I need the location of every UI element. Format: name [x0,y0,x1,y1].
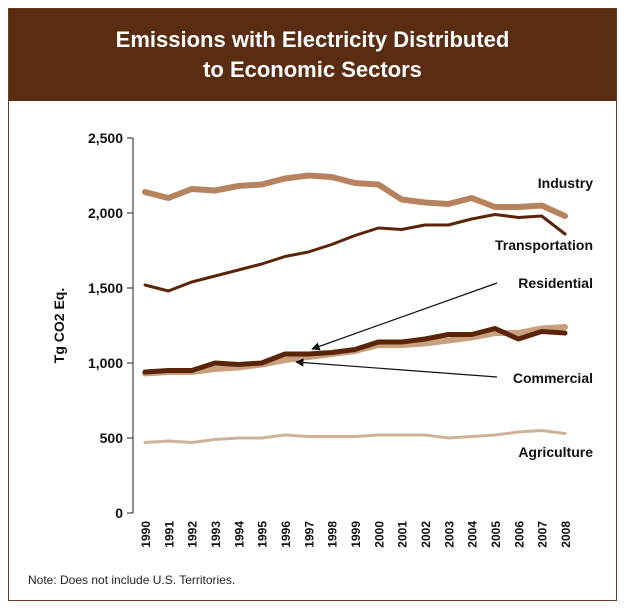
series-label-agriculture: Agriculture [518,444,593,460]
x-tick-label: 1997 [302,521,316,548]
chart-frame: Emissions with Electricity Distributed t… [8,8,617,601]
x-tick-label: 2002 [419,521,433,548]
y-tick-label: 500 [100,430,124,446]
x-tick-label: 1991 [162,521,176,548]
x-tick-label: 2007 [536,521,550,548]
series-line-residential [142,326,568,375]
x-tick-label: 2004 [466,521,480,548]
x-tick-label: 2003 [442,521,456,548]
x-tick-label: 2006 [512,521,526,548]
chart-title-line-1: Emissions with Electricity Distributed [115,27,510,52]
x-tick-label: 1999 [349,521,363,548]
x-tick-label: 2005 [489,521,503,548]
x-tick-label: 1995 [256,521,270,548]
series-label-transportation: Transportation [495,237,593,253]
y-tick-label: 1,000 [88,355,123,371]
x-tick-label: 1993 [209,521,223,548]
y-tick-label: 0 [115,505,123,521]
y-tick-label: 1,500 [88,280,123,296]
x-tick-label: 2001 [396,521,410,548]
footnote: Note: Does not include U.S. Territories. [28,573,236,587]
series-label-residential: Residential [518,275,593,291]
x-tick-label: 1996 [279,521,293,548]
y-tick-label: 2,500 [88,130,123,146]
x-tick-label: 1998 [326,521,340,548]
x-tick-label: 2008 [559,521,573,548]
x-tick-label: 2000 [372,521,386,548]
series-line-industry [142,172,568,219]
chart-title: Emissions with Electricity Distributed t… [9,9,616,101]
series-label-industry: Industry [538,175,593,191]
x-tick-label: 1992 [186,521,200,548]
y-axis-label: Tg CO2 Eq. [51,288,67,363]
series-line-transportation [143,213,567,293]
series-label-commercial: Commercial [513,370,593,386]
residential-arrow [311,282,498,351]
chart-title-line-2: to Economic Sectors [203,57,422,82]
x-tick-label: 1994 [232,521,246,548]
x-tick-label: 1990 [139,521,153,548]
y-tick-label: 2,000 [88,205,123,221]
series-line-agriculture [143,429,567,444]
commercial-arrow [295,358,498,378]
